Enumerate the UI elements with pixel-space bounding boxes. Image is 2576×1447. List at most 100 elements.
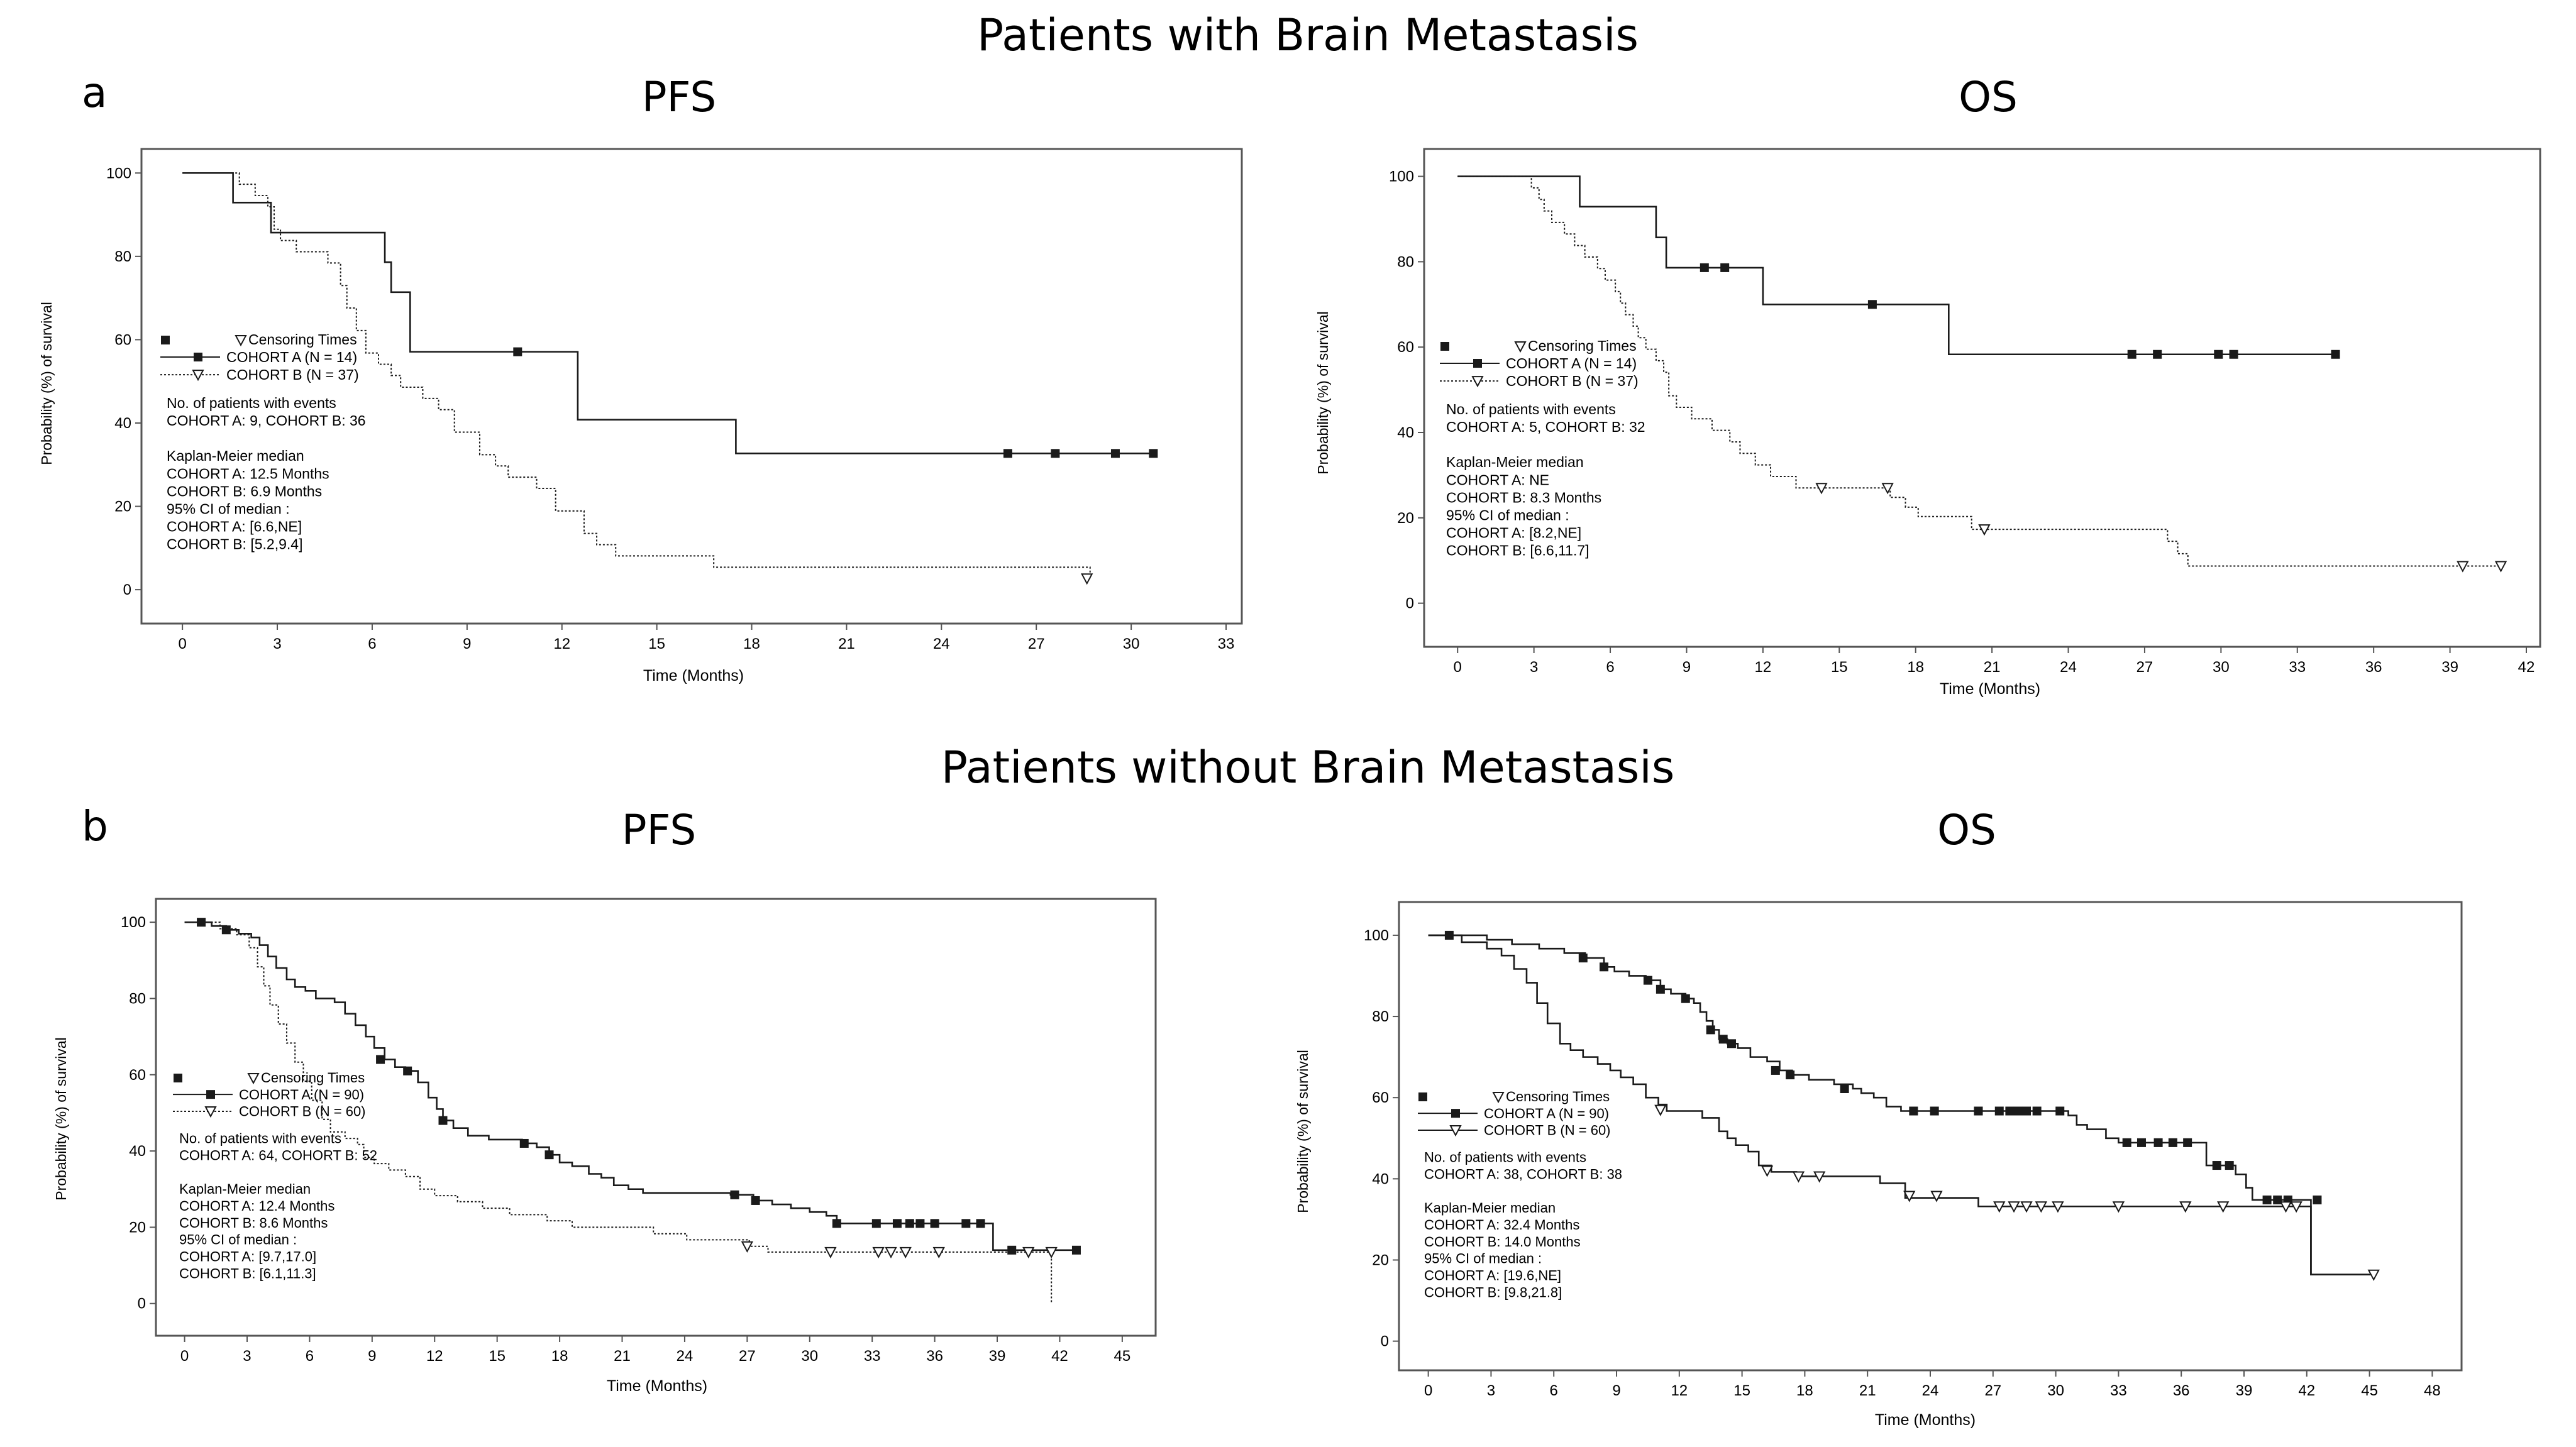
legend-marker-triangle: [1471, 376, 1484, 388]
censor-mark-cohort-b: [1761, 1165, 1774, 1177]
censor-mark-cohort-a: [1706, 1025, 1715, 1035]
y-tick-label: 100: [106, 165, 131, 182]
censor-mark-cohort-a: [930, 1219, 939, 1228]
plot-frame: [140, 148, 1243, 625]
stats-line: COHORT B: 14.0 Months: [1424, 1234, 1581, 1250]
censor-mark-cohort-a: [730, 1190, 739, 1199]
legend-header: Censoring Times: [261, 1070, 365, 1086]
stats-line: 95% CI of median :: [167, 500, 290, 517]
x-tick-label: 12: [1671, 1382, 1688, 1399]
x-tick-label: 24: [677, 1348, 694, 1365]
chart-b-pfs: PFS Time (Months) Probability (%) of sur…: [53, 806, 1157, 1395]
y-tick-label: 40: [114, 415, 131, 432]
censor-mark-cohort-a: [2273, 1195, 2282, 1204]
km-curve-cohort-b: [182, 172, 1091, 579]
censor-mark-cohort-b: [872, 1246, 885, 1258]
y-tick-label: 100: [1364, 927, 1389, 944]
censor-mark-cohort-a: [1786, 1070, 1795, 1080]
stats-line: 95% CI of median :: [1446, 507, 1569, 523]
plot-frame: [1423, 148, 2541, 648]
censor-mark-cohort-a: [1867, 300, 1877, 309]
censor-mark-cohort-a: [832, 1219, 841, 1228]
censor-mark-cohort-b: [899, 1246, 912, 1258]
stats-line: Kaplan-Meier median: [179, 1181, 311, 1197]
censor-mark-cohort-b: [1792, 1171, 1805, 1183]
legend-symbol-censor: [1492, 1092, 1505, 1104]
legend-entry: COHORT B (N = 60): [1484, 1123, 1611, 1138]
legend-symbol-censor: [247, 1073, 260, 1085]
y-tick-label: 40: [1397, 424, 1414, 441]
censor-mark-cohort-b: [2112, 1201, 2125, 1213]
x-tick-label: 36: [926, 1348, 943, 1365]
censor-mark-cohort-a: [1051, 449, 1060, 458]
censor-mark-cohort-a: [1681, 994, 1690, 1003]
x-tick-label: 24: [933, 635, 950, 652]
censor-mark-cohort-b: [2052, 1201, 2064, 1213]
x-tick-label: 27: [1028, 635, 1045, 652]
stats-line: Kaplan-Meier median: [167, 448, 304, 464]
legend-entry: COHORT B (N = 37): [226, 366, 359, 383]
x-tick-label: 3: [273, 635, 281, 652]
censor-mark-cohort-a: [2212, 1161, 2221, 1170]
chart-title: OS: [1937, 806, 1996, 854]
x-axis-label: Time (Months): [1940, 680, 2040, 698]
stats-line: COHORT A: 64, COHORT B: 52: [179, 1147, 377, 1163]
censor-mark-cohort-a: [2262, 1195, 2272, 1204]
x-axis-label: Time (Months): [643, 667, 744, 685]
censor-mark-cohort-a: [2313, 1195, 2322, 1204]
legend-header: Censoring Times: [248, 331, 357, 348]
censor-mark-cohort-b: [741, 1241, 754, 1253]
censor-mark-cohort-b: [2367, 1269, 2380, 1281]
censor-mark-cohort-b: [1045, 1246, 1058, 1258]
x-tick-label: 33: [2110, 1382, 2127, 1399]
x-tick-label: 0: [178, 635, 186, 652]
legend-entry: COHORT B (N = 37): [1506, 373, 1639, 389]
censor-mark-cohort-b: [2035, 1201, 2047, 1213]
y-tick-label: 20: [114, 498, 131, 515]
censor-mark-cohort-a: [1656, 984, 1665, 994]
y-tick-label: 20: [1397, 510, 1414, 527]
stats-line: COHORT B: [6.6,11.7]: [1446, 542, 1589, 558]
x-tick-label: 15: [648, 635, 665, 652]
x-axis-label: Time (Months): [607, 1377, 707, 1395]
y-tick-label: 20: [129, 1219, 146, 1236]
x-tick-label: 27: [1984, 1382, 2001, 1399]
stats-line: COHORT B: [5.2,9.4]: [167, 536, 302, 552]
x-tick-label: 21: [1984, 659, 2001, 676]
censor-mark-cohort-a: [871, 1219, 881, 1228]
x-tick-label: 0: [1424, 1382, 1432, 1399]
section-b-title: Patients without Brain Metastasis: [941, 742, 1675, 793]
censor-mark-cohort-a: [2122, 1138, 2131, 1147]
x-tick-label: 39: [2236, 1382, 2253, 1399]
stats-line: COHORT A: [19.6,NE]: [1424, 1268, 1561, 1284]
stats-line: No. of patients with events: [167, 395, 336, 411]
y-tick-label: 20: [1372, 1252, 1389, 1268]
x-tick-label: 6: [306, 1348, 314, 1365]
legend-marker-square: [1451, 1109, 1460, 1118]
stats-line: COHORT A: 38, COHORT B: 38: [1424, 1166, 1622, 1182]
censor-mark-cohort-a: [1720, 263, 1730, 272]
legend-symbol-censor: [1514, 341, 1527, 353]
x-tick-label: 9: [463, 635, 471, 652]
censor-mark-cohort-a: [2127, 349, 2137, 359]
y-tick-label: 40: [1372, 1170, 1389, 1187]
censor-mark-cohort-a: [519, 1138, 529, 1148]
x-tick-label: 39: [2441, 659, 2458, 676]
censor-mark-cohort-a: [1149, 449, 1158, 458]
censor-mark-cohort-a: [961, 1219, 971, 1228]
x-tick-label: 9: [1683, 659, 1691, 676]
censor-mark-cohort-a: [2022, 1106, 2032, 1116]
stats-line: COHORT A: 32.4 Months: [1424, 1217, 1579, 1233]
x-tick-label: 15: [489, 1348, 506, 1365]
y-tick-label: 100: [1389, 168, 1414, 185]
censor-mark-cohort-a: [1840, 1084, 1849, 1093]
y-axis-label: Probability (%) of survival: [1295, 1050, 1311, 1213]
y-tick-label: 0: [1381, 1333, 1389, 1350]
x-tick-label: 18: [551, 1348, 568, 1365]
censor-mark-cohort-a: [2153, 349, 2162, 359]
censor-mark-cohort-a: [2168, 1138, 2177, 1147]
censor-mark-cohort-b: [2020, 1201, 2033, 1213]
censor-mark-cohort-b: [2494, 561, 2507, 573]
